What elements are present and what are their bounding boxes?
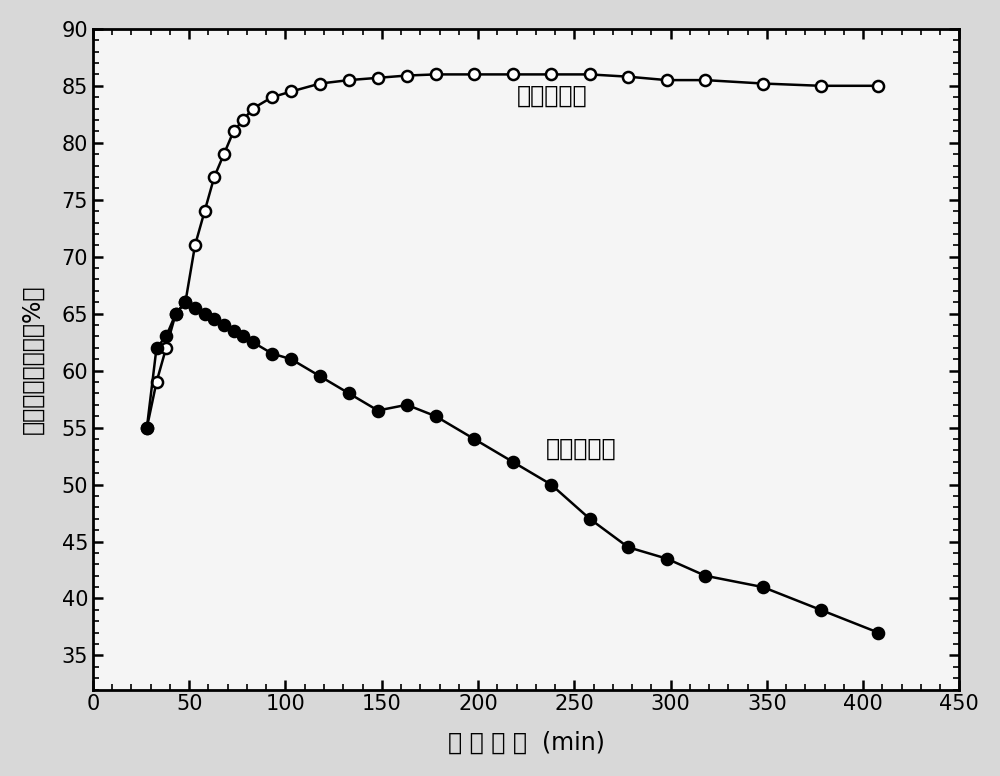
Text: 丙烷转化率: 丙烷转化率 [545, 437, 616, 461]
X-axis label: 反 应 时 间  (min): 反 应 时 间 (min) [448, 731, 605, 755]
Text: 丙烯选择性: 丙烯选择性 [517, 84, 587, 108]
Y-axis label: 转化率和选择性（%）: 转化率和选择性（%） [21, 285, 45, 434]
